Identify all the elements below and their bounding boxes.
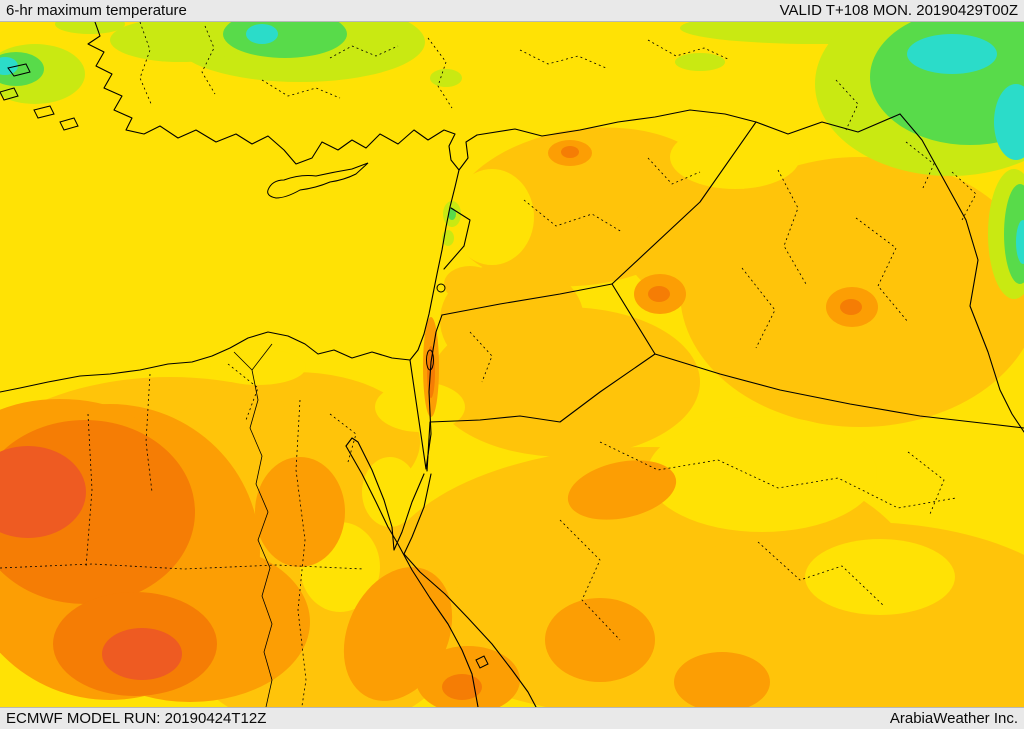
map-title: 6-hr maximum temperature: [6, 1, 187, 19]
model-run-label: ECMWF MODEL RUN: 20190424T12Z: [6, 709, 267, 727]
river-layer: [233, 343, 273, 707]
admin-border-layer: [0, 22, 977, 707]
brand-label: ArabiaWeather Inc.: [889, 709, 1018, 727]
coastline-layer: [0, 22, 537, 707]
country-border-layer: [409, 109, 1024, 472]
footer-bar: ECMWF MODEL RUN: 20190424T12Z ArabiaWeat…: [0, 707, 1024, 729]
valid-time-label: VALID T+108 MON. 20190429T00Z: [779, 1, 1018, 19]
cool-fill-layer: [0, 22, 1024, 299]
temperature-map-svg: [0, 22, 1024, 707]
header-bar: 6-hr maximum temperature VALID T+108 MON…: [0, 0, 1024, 22]
warm-fill-layer: [0, 125, 1024, 707]
map-area: [0, 22, 1024, 707]
